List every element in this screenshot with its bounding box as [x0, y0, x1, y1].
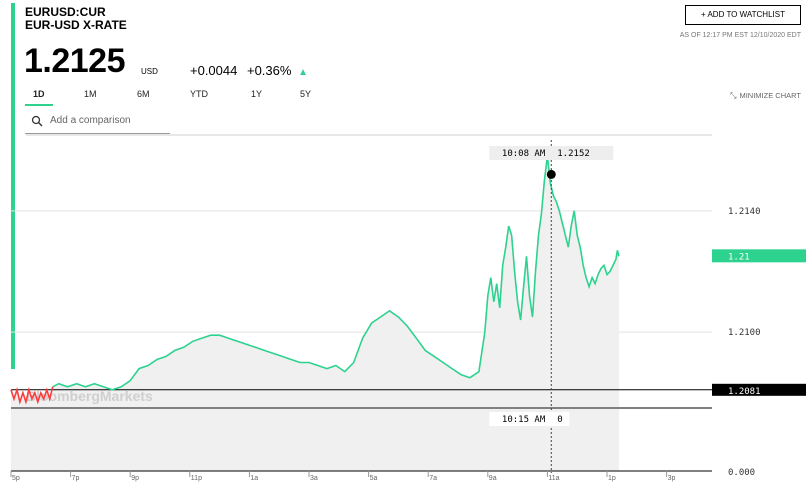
cursor-time: 10:08 AM [502, 149, 546, 159]
volume-time: 10:15 AM [502, 415, 546, 425]
minimize-icon: ⤡ [730, 91, 737, 100]
change-value: +0.0044 [190, 63, 238, 78]
minimize-label: MINIMIZE CHART [739, 91, 801, 100]
area-fill [11, 156, 619, 407]
change-percent: +0.36% [246, 63, 292, 78]
tab-6m[interactable]: 6M [137, 89, 150, 99]
x-tick-label: 7p [72, 475, 80, 482]
x-tick-label: 9p [131, 475, 139, 482]
last-price: 1.2125 [24, 42, 126, 80]
x-tick-label: 11p [191, 475, 202, 482]
add-to-watchlist-button[interactable]: + ADD TO WATCHLIST [685, 5, 801, 25]
x-tick-label: 7a [429, 475, 437, 482]
cursor-value: 1.2152 [557, 149, 590, 159]
x-tick-label: 5p [12, 475, 20, 482]
previous-close-value: 1.2081 [728, 387, 761, 397]
x-tick-label: 1a [250, 475, 258, 482]
tab-1d[interactable]: 1D [33, 89, 45, 99]
search-input[interactable]: Add a comparison [50, 115, 131, 126]
comparison-search[interactable]: Add a comparison [25, 109, 170, 134]
volume-value: 0 [557, 415, 562, 425]
x-tick-label: 3p [668, 475, 676, 482]
tab-1m[interactable]: 1M [84, 89, 97, 99]
price-line-up [52, 156, 620, 391]
instrument-name: EUR-USD X-RATE [25, 18, 127, 32]
tab-ytd[interactable]: YTD [190, 89, 208, 99]
accent-bar [11, 3, 15, 369]
x-tick-label: 5a [370, 475, 378, 482]
cursor-tooltip [489, 146, 614, 160]
as-of-timestamp: AS OF 12:17 PM EST 12/10/2020 EDT [679, 32, 801, 39]
watermark: BloombergMarkets [26, 388, 153, 404]
x-tick-label: 1p [608, 475, 616, 482]
ticker-symbol: EURUSD:CUR [25, 5, 106, 19]
y-tick-label: 1.2100 [728, 328, 761, 338]
x-tick-label: 9a [489, 475, 497, 482]
active-tab-indicator [25, 104, 53, 106]
y-tick-label: 1.2140 [728, 207, 761, 217]
up-arrow-icon: ▲ [298, 67, 308, 78]
last-price-value: 1.21 [728, 252, 750, 262]
previous-close-tag [712, 383, 806, 396]
search-icon [31, 115, 43, 127]
tab-1y[interactable]: 1Y [251, 89, 263, 99]
minimize-chart-button[interactable]: ⤡ MINIMIZE CHART [730, 91, 801, 101]
tab-5y[interactable]: 5Y [300, 89, 312, 99]
last-price-tag [712, 249, 806, 263]
price-line-down [10, 386, 54, 405]
cursor-dot [546, 169, 556, 179]
volume-tick-label: 0.000 [728, 468, 755, 478]
volume-tooltip [489, 412, 570, 426]
x-tick-label: 11a [548, 475, 559, 482]
x-tick-label: 3a [310, 475, 318, 482]
currency-label: USD [141, 67, 158, 76]
price-change: +0.0044 +0.36% ▲ [190, 63, 308, 78]
